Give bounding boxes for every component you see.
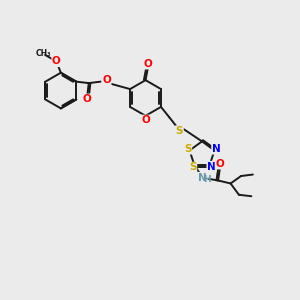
Text: N: N <box>198 172 207 182</box>
Text: O: O <box>83 94 92 104</box>
Text: O: O <box>143 59 152 69</box>
Text: CH₃: CH₃ <box>36 49 51 58</box>
Text: O: O <box>52 56 61 66</box>
Text: S: S <box>184 144 191 154</box>
Text: S: S <box>176 126 183 136</box>
Text: N: N <box>207 161 216 172</box>
Text: H: H <box>204 176 211 184</box>
Text: O: O <box>215 159 224 169</box>
Text: N: N <box>212 144 220 154</box>
Text: O: O <box>102 76 111 85</box>
Text: O: O <box>141 115 150 125</box>
Text: S: S <box>189 162 196 172</box>
